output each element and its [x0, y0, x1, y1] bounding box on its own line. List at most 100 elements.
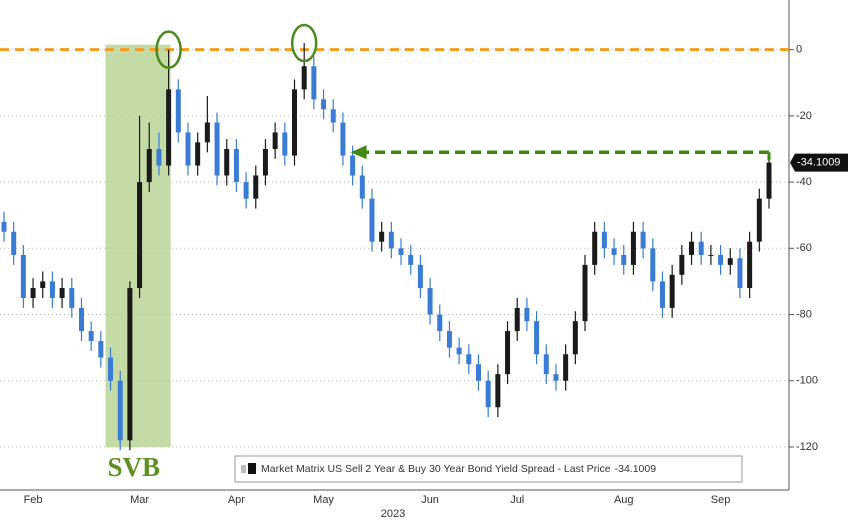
candle-body [698, 241, 704, 255]
candle-body [601, 231, 607, 249]
candle-body [350, 155, 356, 176]
highlight-circle [290, 23, 318, 63]
y-tick-label: -40 [796, 176, 812, 188]
candle-body [166, 89, 172, 166]
candle-body [233, 148, 239, 183]
y-tick-label: -60 [796, 242, 812, 254]
candle-body [592, 231, 598, 265]
candle-body [475, 364, 481, 381]
candle-body [88, 331, 94, 342]
candle-body [553, 374, 559, 381]
y-tick-label: -20 [796, 110, 812, 122]
candle-body [708, 254, 714, 256]
candle-body [427, 288, 433, 315]
candle-body [756, 198, 762, 242]
x-tick-label: Mar [130, 494, 149, 506]
candle-body [204, 122, 210, 143]
candle-body [640, 231, 646, 249]
x-tick-label: Apr [228, 494, 245, 506]
candle-body [408, 254, 414, 265]
candle-body [727, 258, 733, 265]
candle-body [156, 148, 162, 166]
candle-body [379, 231, 385, 242]
x-tick-label: Feb [24, 494, 43, 506]
candle-body [59, 288, 65, 298]
annotation-label: SVB [108, 452, 161, 482]
candle-body [137, 182, 143, 289]
y-tick-label: -100 [796, 375, 818, 387]
candle-body [243, 182, 249, 199]
candle-body [611, 248, 617, 255]
legend-icon [248, 463, 256, 474]
candle-body [659, 281, 665, 308]
legend-text: Market Matrix US Sell 2 Year & Buy 30 Ye… [261, 463, 656, 475]
candle-body [485, 380, 491, 408]
candle-body [505, 331, 511, 375]
x-tick-label: Aug [614, 494, 634, 506]
candle-body [630, 231, 636, 265]
candle-body [11, 231, 17, 255]
candle-body [543, 354, 549, 375]
candle-body [282, 132, 288, 156]
candle-body [185, 132, 191, 166]
x-tick-label: May [313, 494, 334, 506]
candle-body [30, 288, 36, 298]
arrow-head [350, 145, 367, 160]
candle-body [466, 354, 472, 365]
candle-body [524, 307, 530, 322]
candle-body [108, 357, 114, 381]
candle-body [98, 341, 104, 358]
candle-body [369, 198, 375, 242]
candle-body [446, 331, 452, 348]
candle-body [388, 231, 394, 249]
candle-body [127, 288, 133, 441]
candle-body [563, 354, 569, 381]
candle-body [311, 66, 317, 100]
candle-body [534, 321, 540, 355]
candle-body [301, 66, 307, 90]
candle-body [214, 122, 220, 176]
candle-body [398, 248, 404, 255]
candle-body [292, 89, 298, 156]
candle-body [49, 281, 55, 298]
candle-body [650, 248, 656, 282]
candle-body [272, 132, 278, 149]
candle-body [224, 148, 230, 176]
candle-body [718, 254, 724, 265]
candle-body [495, 374, 501, 408]
price-tag: -34.1009 [797, 156, 840, 168]
candle-body [321, 99, 327, 110]
y-tick-label: 0 [796, 44, 802, 56]
candle-body [330, 109, 336, 123]
candle-body [69, 288, 75, 308]
candle-body [572, 321, 578, 355]
candle-body [747, 241, 753, 289]
highlight-circle [155, 30, 182, 69]
y-tick-label: -80 [796, 308, 812, 320]
legend-label: Market Matrix US Sell 2 Year & Buy 30 Ye… [261, 463, 611, 475]
candle-body [262, 148, 268, 176]
candle-body [117, 380, 123, 441]
candle-body [456, 347, 462, 355]
candle-body [40, 281, 46, 289]
candle-body [253, 175, 259, 199]
candle-body [195, 142, 201, 166]
candle-body [417, 264, 423, 289]
legend-box [234, 455, 743, 483]
x-axis-label: 2023 [381, 508, 405, 520]
candle-body [340, 122, 346, 156]
candle-body [621, 254, 627, 265]
candle-body [146, 148, 152, 183]
legend-icon [241, 465, 246, 473]
x-tick-label: Jul [510, 494, 524, 506]
candle-body [582, 264, 588, 322]
legend-value: -34.1009 [615, 463, 657, 475]
candle-body [78, 307, 84, 332]
candle-body [175, 89, 181, 133]
candle-body [737, 258, 743, 289]
price-tag-bg [790, 153, 848, 172]
candle-body [689, 241, 695, 255]
candle-body [514, 307, 520, 332]
candle-body [1, 221, 7, 232]
